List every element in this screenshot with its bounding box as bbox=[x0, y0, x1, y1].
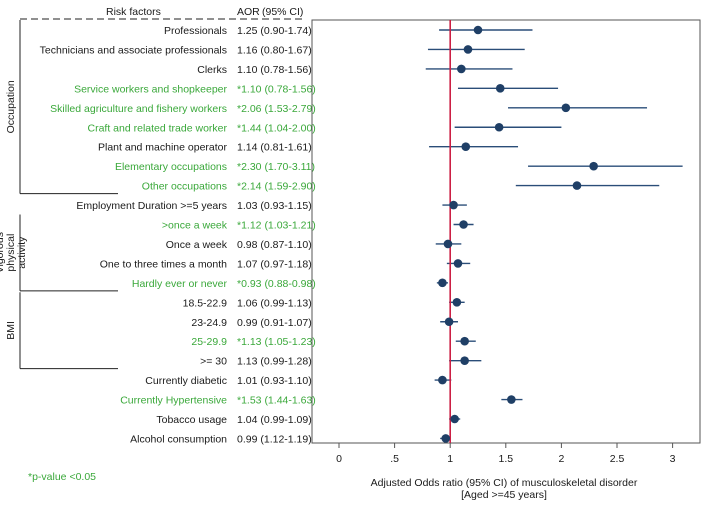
point-estimate bbox=[450, 414, 459, 424]
row-aor-value: 1.10 (0.78-1.56) bbox=[237, 64, 312, 76]
point-estimate bbox=[589, 161, 598, 171]
point-estimate bbox=[452, 298, 462, 307]
row-aor-value: 1.04 (0.99-1.09) bbox=[237, 414, 312, 426]
row-label: >once a week bbox=[162, 220, 228, 232]
x-tick-label: 2 bbox=[558, 453, 564, 465]
aor-values: 1.25 (0.90-1.74) 1.16 (0.80-1.67) 1.10 (0.… bbox=[237, 25, 316, 445]
group-label-line: BMI bbox=[5, 321, 17, 340]
row-label: Professionals bbox=[164, 25, 227, 37]
row-label: Technicians and associate professionals bbox=[40, 44, 227, 56]
row-label: Other occupations bbox=[142, 181, 227, 193]
point-estimate bbox=[443, 239, 453, 249]
header-ci: (95% CI) bbox=[262, 6, 303, 18]
row-aor-value: 1.03 (0.93-1.15) bbox=[237, 200, 312, 212]
row-label: Skilled agriculture and fishery workers bbox=[50, 103, 227, 115]
row-aor-value: *1.13 (1.05-1.23) bbox=[237, 336, 316, 348]
row-aor-value: 1.16 (0.80-1.67) bbox=[237, 44, 312, 56]
group-label-line: Occupation bbox=[5, 80, 17, 133]
header-aor: AOR bbox=[237, 6, 260, 18]
group-label: Vigorousphysicalactivity bbox=[0, 232, 28, 273]
row-label: Clerks bbox=[197, 64, 227, 76]
point-estimate bbox=[572, 181, 582, 190]
x-tick-label: 1 bbox=[447, 453, 453, 465]
row-label: >= 30 bbox=[200, 356, 227, 368]
row-label: One to three times a month bbox=[100, 258, 227, 270]
row-aor-value: 1.06 (0.99-1.13) bbox=[237, 297, 312, 309]
row-aor-value: *1.12 (1.03-1.21) bbox=[237, 220, 316, 232]
row-aor-value: *1.53 (1.44-1.63) bbox=[237, 395, 316, 407]
row-label: Tobacco usage bbox=[156, 414, 227, 426]
group-label-line: physical bbox=[5, 234, 17, 272]
point-estimate bbox=[449, 200, 458, 210]
row-aor-value: 1.25 (0.90-1.74) bbox=[237, 25, 312, 37]
x-tick-label: .5 bbox=[390, 453, 399, 465]
group-brackets: Occupation Vigorousphysicalactivity BMI bbox=[0, 18, 305, 370]
group-label: Occupation bbox=[5, 80, 17, 133]
row-aor-value: 1.14 (0.81-1.61) bbox=[237, 142, 312, 154]
point-estimate bbox=[457, 64, 466, 74]
row-label: Hardly ever or never bbox=[132, 278, 228, 290]
point-estimate bbox=[495, 84, 505, 93]
point-estimate bbox=[460, 336, 469, 346]
point-estimates bbox=[438, 25, 598, 443]
point-estimate bbox=[561, 103, 571, 113]
x-tick-label: 2.5 bbox=[610, 453, 625, 465]
x-axis-label-subtitle: [Aged >=45 years] bbox=[461, 489, 547, 501]
point-estimate bbox=[461, 142, 471, 151]
group-label: BMI bbox=[5, 321, 17, 340]
row-label: Currently diabetic bbox=[145, 375, 227, 387]
point-estimate bbox=[460, 356, 469, 365]
confidence-intervals bbox=[425, 29, 683, 440]
row-label: 23-24.9 bbox=[191, 317, 227, 329]
x-tick-label: 0 bbox=[336, 453, 342, 465]
table-header: Risk factors AOR (95% CI) bbox=[106, 6, 303, 18]
x-axis-label: Adjusted Odds ratio (95% CI) of musculos… bbox=[371, 477, 638, 489]
point-estimate bbox=[444, 317, 454, 327]
row-labels: Professionals Technicians and associate p… bbox=[40, 25, 228, 445]
point-estimate bbox=[473, 25, 483, 35]
row-aor-value: *1.44 (1.04-2.00) bbox=[237, 122, 316, 134]
row-aor-value: *1.10 (0.78-1.56) bbox=[237, 83, 316, 95]
row-aor-value: 0.99 (1.12-1.19) bbox=[237, 433, 312, 445]
row-label: Craft and related trade worker bbox=[88, 122, 228, 134]
row-aor-value: *0.93 (0.88-0.98) bbox=[237, 278, 316, 290]
point-estimate bbox=[494, 122, 504, 132]
row-label: Elementary occupations bbox=[115, 161, 227, 173]
point-estimate bbox=[438, 278, 447, 288]
row-aor-value: 1.07 (0.97-1.18) bbox=[237, 258, 312, 270]
x-tick-label: 1.5 bbox=[498, 453, 513, 465]
group-label-line: Vigorous bbox=[0, 232, 6, 273]
point-estimate bbox=[441, 434, 451, 443]
row-label: Employment Duration >=5 years bbox=[76, 200, 227, 212]
row-label: 25-29.9 bbox=[191, 336, 227, 348]
row-label: Currently Hypertensive bbox=[120, 395, 227, 407]
point-estimate bbox=[453, 259, 463, 268]
header-risk-factors: Risk factors bbox=[106, 6, 161, 18]
x-tick-label: 3 bbox=[670, 453, 676, 465]
row-aor-value: *2.14 (1.59-2.90) bbox=[237, 181, 316, 193]
row-aor-value: 1.01 (0.93-1.10) bbox=[237, 375, 312, 387]
point-estimate bbox=[507, 395, 516, 404]
row-aor-value: *2.30 (1.70-3.11) bbox=[237, 161, 315, 173]
row-label: Once a week bbox=[166, 239, 228, 251]
x-axis: 0 .5 1 1.5 2 2.5 3 bbox=[311, 19, 701, 465]
row-label: Plant and machine operator bbox=[98, 142, 228, 154]
row-aor-value: 0.98 (0.87-1.10) bbox=[237, 239, 312, 251]
point-estimate bbox=[463, 45, 473, 54]
plot-frame bbox=[311, 19, 701, 444]
row-label: Alcohol consumption bbox=[130, 433, 227, 445]
row-aor-value: 1.13 (0.99-1.28) bbox=[237, 356, 312, 368]
row-label: Service workers and shopkeeper bbox=[74, 83, 227, 95]
point-estimate bbox=[438, 375, 447, 385]
group-label-line: activity bbox=[16, 236, 28, 269]
row-aor-value: 0.99 (0.91-1.07) bbox=[237, 317, 312, 329]
point-estimate bbox=[459, 220, 468, 229]
row-aor-value: *2.06 (1.53-2.79) bbox=[237, 103, 316, 115]
row-label: 18.5-22.9 bbox=[183, 297, 228, 309]
footnote: *p-value <0.05 bbox=[28, 471, 96, 483]
